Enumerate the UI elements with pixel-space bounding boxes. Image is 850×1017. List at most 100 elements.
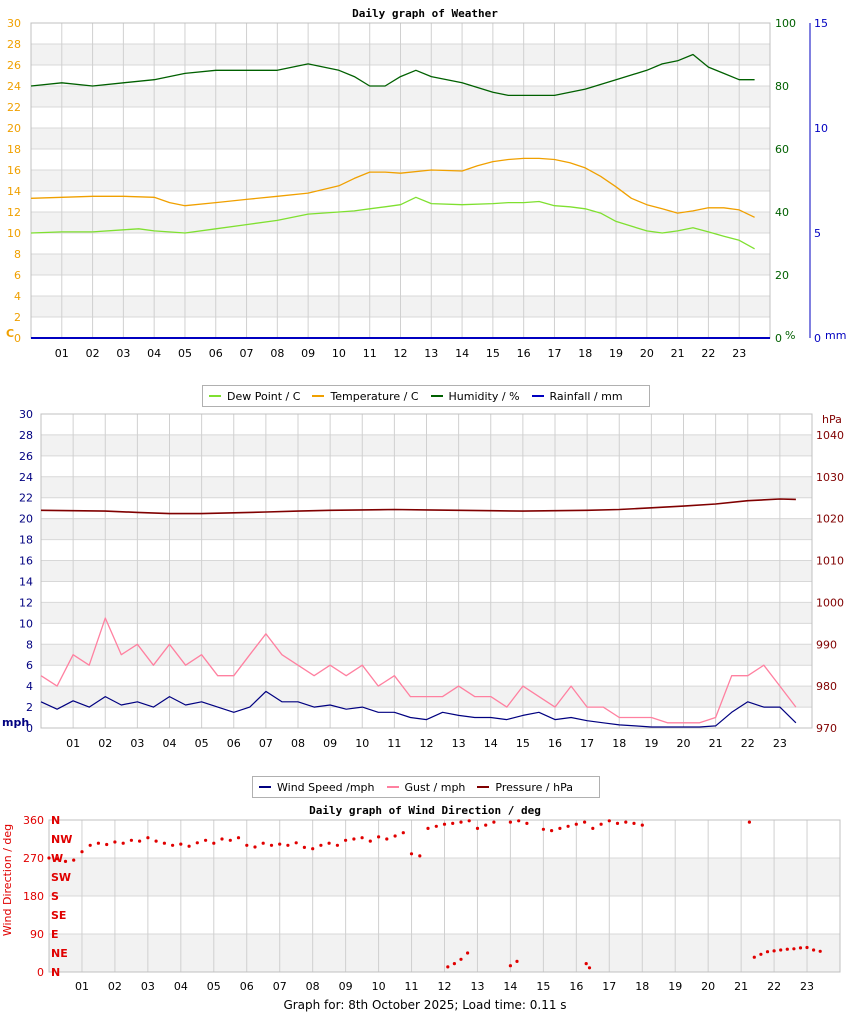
direction-point (47, 856, 51, 860)
direction-point (228, 838, 232, 842)
legend-swatch-humidity (430, 395, 443, 397)
weather-temp-axis-tick-label: 30 (7, 17, 21, 30)
weather-temp-axis-tick-label: 28 (7, 38, 21, 51)
direction-point (584, 962, 588, 966)
weather-hour-tick-label: 21 (671, 347, 685, 360)
direction-point (204, 838, 208, 842)
direction-hour-tick-label: 08 (306, 980, 320, 993)
direction-hour-tick-label: 10 (372, 980, 386, 993)
direction-axes: 01 02 03 04 05 06 07 08 09 10 11 12 13 14 15 16 17 18 19 20… (23, 814, 814, 993)
legend-label-gust: Gust / mph (404, 780, 466, 794)
weather-temp-axis-tick-label: 12 (7, 206, 21, 219)
direction-y-label: Wind Direction / deg (1, 824, 14, 936)
direction-point (779, 948, 783, 952)
weather-hour-tick-label: 05 (178, 347, 192, 360)
weather-temp-axis-tick-label: 22 (7, 101, 21, 114)
direction-point (105, 842, 109, 847)
wind-hour-tick-label: 10 (355, 737, 369, 750)
direction-hour-tick-label: 01 (75, 980, 89, 993)
wind-speed-axis-tick-label: 22 (19, 492, 33, 505)
direction-point (515, 959, 519, 964)
direction-point (752, 955, 756, 959)
direction-deg-axis-tick-label: 180 (23, 890, 44, 903)
weather-rain-unit: mm (825, 329, 846, 342)
wind-speed-axis-tick-label: 18 (19, 534, 33, 547)
weather-humidity-axis-tick-label: 20 (775, 269, 789, 282)
direction-hour-tick-label: 23 (800, 980, 814, 993)
weather-temp-axis-tick-label: 6 (14, 269, 21, 282)
direction-point (640, 823, 644, 827)
legend-label-dew: Dew Point / C (227, 389, 301, 403)
legend-swatch-gust (386, 786, 399, 788)
direction-point (550, 829, 554, 833)
direction-hour-tick-label: 15 (536, 980, 550, 993)
wind-hour-tick-label: 13 (452, 737, 466, 750)
wind-pressure-axis-tick-label: 1030 (816, 471, 844, 484)
direction-point (805, 945, 809, 950)
direction-point (195, 841, 199, 845)
wind-speed-axis-tick-label: 20 (19, 513, 33, 526)
direction-point (818, 949, 822, 953)
weather-humidity-axis-tick-label: 80 (775, 80, 789, 93)
direction-point (154, 839, 158, 843)
wind-hour-tick-label: 17 (580, 737, 594, 750)
weather-hour-tick-label: 20 (640, 347, 654, 360)
wind-left-unit: mph (2, 716, 29, 729)
direction-hour-tick-label: 07 (273, 980, 287, 993)
weather-hour-tick-label: 19 (609, 347, 623, 360)
direction-deg-axis-tick-label: 360 (23, 814, 44, 827)
direction-point (418, 854, 422, 858)
wind-speed-axis-tick-label: 2 (26, 701, 33, 714)
direction-point (278, 842, 282, 846)
direction-point (812, 948, 816, 952)
wind-hour-tick-label: 19 (644, 737, 658, 750)
wind-speed-axis-tick-label: 6 (26, 659, 33, 672)
direction-point (541, 827, 546, 831)
direction-point (88, 843, 92, 847)
direction-series (47, 819, 822, 970)
direction-point (401, 831, 405, 835)
direction-point (377, 835, 381, 839)
direction-point (607, 819, 611, 823)
wind-hour-tick-label: 01 (66, 737, 80, 750)
weather-rain-axis-tick-label: 0 (814, 332, 821, 345)
direction-point (220, 837, 224, 841)
direction-point (294, 841, 298, 845)
direction-hour-tick-label: 18 (635, 980, 649, 993)
weather-hour-tick-label: 09 (301, 347, 315, 360)
direction-point (55, 857, 59, 861)
wind-hour-tick-label: 02 (98, 737, 112, 750)
wind-hour-tick-label: 21 (709, 737, 723, 750)
direction-point (129, 838, 133, 842)
wind-pressure-axis-tick-label: 1040 (816, 429, 844, 442)
direction-hour-tick-label: 17 (602, 980, 616, 993)
direction-compass-label: N (51, 814, 60, 827)
weather-hour-tick-label: 07 (240, 347, 254, 360)
weather-left-unit: C (6, 327, 14, 340)
direction-compass-label: E (51, 928, 59, 941)
direction-point (475, 826, 480, 831)
weather-temp-axis-tick-label: 20 (7, 122, 21, 135)
direction-hour-tick-label: 19 (668, 980, 682, 993)
direction-point (566, 824, 570, 828)
legend-item-pressure: Pressure / hPa (477, 781, 573, 794)
direction-point (72, 858, 76, 862)
legend-swatch-dew (209, 395, 221, 397)
legend-label-temp: Temperature / C (330, 389, 419, 403)
weather-temp-axis-tick-label: 10 (7, 227, 21, 240)
weather-hour-tick-label: 03 (116, 347, 130, 360)
direction-point (459, 957, 463, 961)
direction-point (269, 843, 274, 847)
legend-swatch-pressure (477, 786, 490, 788)
direction-point (785, 947, 789, 951)
direction-point (434, 824, 438, 828)
direction-point (171, 843, 175, 847)
direction-compass-label: SW (51, 871, 71, 884)
weather-temp-axis-tick-label: 0 (14, 332, 21, 345)
weather-hour-tick-label: 12 (394, 347, 408, 360)
legend-label-wind: Wind Speed /mph (277, 780, 375, 794)
direction-point (446, 965, 450, 969)
direction-deg-axis-tick-label: 0 (37, 966, 44, 979)
wind-hour-tick-label: 20 (677, 737, 691, 750)
wind-plot-frame (40, 413, 813, 729)
